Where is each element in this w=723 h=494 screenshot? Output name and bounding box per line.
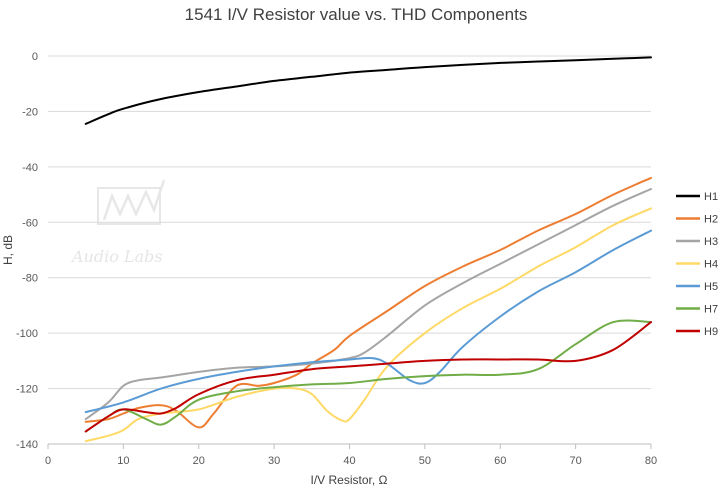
series-line-h4 — [84, 207, 652, 443]
y-tick-label: -120 — [16, 384, 38, 396]
legend: H1 H2 H3 H4 H5 H7 H9 — [676, 191, 718, 338]
y-tick-label: -40 — [22, 162, 38, 174]
y-tick-label: -140 — [16, 439, 38, 451]
x-tick-label: 30 — [268, 455, 280, 467]
x-tick-label: 20 — [193, 455, 205, 467]
y-tick-label: -60 — [22, 217, 38, 229]
series-line-h2 — [84, 176, 652, 429]
x-tick-label: 70 — [570, 455, 582, 467]
x-tick-label: 0 — [45, 455, 51, 467]
axis-layer: 0 -20 -40 -60 -80 -100 -120 -140 0 10 20 30 40 50 60 70… — [16, 51, 657, 467]
legend-label-h2: H2 — [704, 214, 718, 226]
y-tick-label: 0 — [32, 51, 38, 63]
y-axis-label: H, dB — [1, 235, 15, 265]
watermark-frame-icon — [97, 187, 161, 225]
legend-label-h1: H1 — [704, 191, 718, 203]
series-layer — [84, 56, 652, 443]
x-tick-label: 60 — [494, 455, 506, 467]
series-line-h1 — [84, 56, 652, 125]
series-line-h9 — [84, 321, 652, 433]
legend-label-h9: H9 — [704, 326, 718, 338]
legend-label-h5: H5 — [704, 281, 718, 293]
chart-title: 1541 I/V Resistor value vs. THD Componen… — [185, 5, 528, 24]
x-tick-label: 40 — [343, 455, 355, 467]
y-tick-label: -100 — [16, 328, 38, 340]
watermark-logo: Audio Labs — [70, 179, 166, 266]
legend-label-h3: H3 — [704, 236, 718, 248]
watermark-text: Audio Labs — [70, 247, 163, 266]
legend-label-h4: H4 — [704, 259, 718, 271]
y-tick-label: -80 — [22, 273, 38, 285]
watermark-wave-icon — [102, 179, 166, 221]
x-tick-label: 80 — [645, 455, 657, 467]
legend-label-h7: H7 — [704, 304, 718, 316]
x-tick-label: 10 — [117, 455, 129, 467]
x-tick-label: 50 — [419, 455, 431, 467]
series-line-h3 — [84, 188, 652, 421]
grid-layer — [48, 55, 651, 445]
x-axis-label: I/V Resistor, Ω — [311, 473, 388, 487]
series-line-h5 — [84, 229, 652, 414]
series-line-h7 — [84, 319, 652, 433]
y-tick-label: -20 — [22, 106, 38, 118]
